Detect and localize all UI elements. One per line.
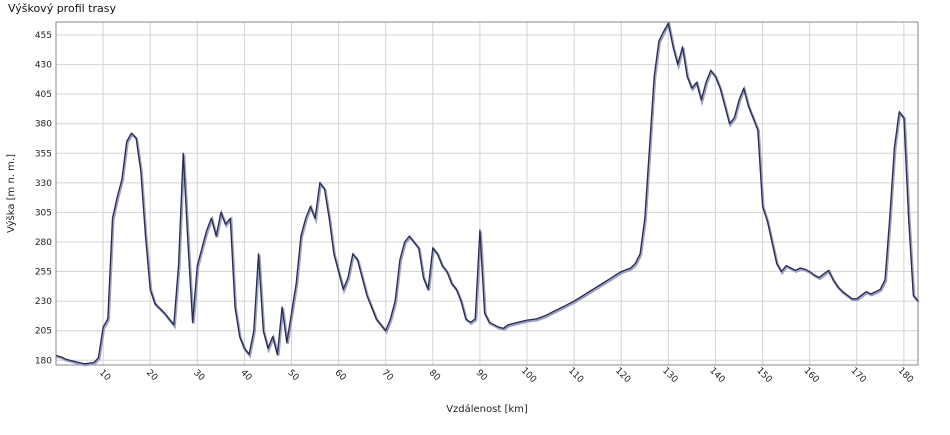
x-tick-label: 90 — [474, 368, 489, 383]
x-tick-label: 150 — [754, 366, 773, 385]
y-tick-label: 455 — [35, 31, 52, 41]
x-axis-label: Vzdálenost [km] — [446, 403, 528, 415]
x-tick-label: 110 — [566, 366, 585, 385]
y-tick-label: 205 — [35, 327, 52, 337]
y-tick-label: 230 — [35, 297, 52, 307]
x-tick-label: 20 — [144, 368, 159, 383]
x-tick-label: 40 — [238, 368, 253, 383]
x-tick-label: 70 — [380, 368, 395, 383]
y-tick-label: 430 — [35, 61, 52, 71]
y-tick-label: 355 — [35, 149, 52, 159]
x-tick-label: 100 — [519, 366, 538, 385]
x-tick-label: 120 — [613, 366, 632, 385]
y-tick-label: 330 — [35, 179, 52, 189]
y-tick-label: 380 — [35, 120, 52, 130]
elevation-line-shadow — [56, 20, 920, 367]
chart-title: Výškový profil trasy — [8, 2, 116, 15]
x-tick-label: 180 — [896, 366, 915, 385]
plot-frame — [55, 21, 919, 366]
y-tick-label: 405 — [35, 90, 52, 100]
x-tick-label: 80 — [427, 368, 442, 383]
x-tick-label: 50 — [285, 368, 300, 383]
x-tick-label: 10 — [97, 368, 112, 383]
y-tick-label: 280 — [35, 238, 52, 248]
y-tick-label: 180 — [35, 356, 52, 366]
x-tick-label: 170 — [849, 366, 868, 385]
y-axis-label: Výška [m n. m.] — [5, 154, 17, 233]
y-tick-label: 255 — [35, 268, 52, 278]
elevation-line — [55, 22, 919, 365]
grid-lines — [56, 22, 918, 365]
x-tick-label: 60 — [332, 368, 347, 383]
y-tick-label: 305 — [35, 208, 52, 218]
x-tick-label: 30 — [191, 368, 206, 383]
x-tick-label: 140 — [707, 366, 726, 385]
axis-ticks: 180 205 230 255 280 305 330 355 380 405 430 455 10 20… — [35, 31, 915, 385]
x-tick-label: 130 — [660, 366, 679, 385]
x-tick-label: 160 — [801, 366, 820, 385]
